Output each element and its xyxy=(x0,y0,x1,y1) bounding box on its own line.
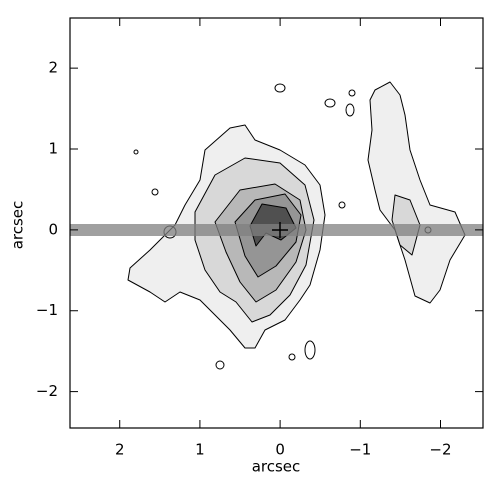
contour xyxy=(338,201,346,209)
contour xyxy=(324,98,336,108)
contour xyxy=(215,360,225,370)
y-tick-label: 2 xyxy=(48,59,58,77)
x-tick-label: 0 xyxy=(275,441,285,459)
contour xyxy=(367,81,466,304)
center-cross xyxy=(272,222,288,238)
contour xyxy=(274,83,286,93)
y-axis-label: arcsec xyxy=(9,201,27,250)
contour xyxy=(288,353,296,361)
contour-map xyxy=(70,81,483,370)
x-axis-label: arcsec xyxy=(252,458,301,476)
contour xyxy=(151,188,159,196)
y-tick-label: −1 xyxy=(36,301,58,319)
contour xyxy=(304,340,316,360)
y-tick-label: −2 xyxy=(36,382,58,400)
y-tick-label: 1 xyxy=(48,140,58,158)
x-tick-label: −2 xyxy=(429,441,451,459)
x-tick-label: 2 xyxy=(115,441,125,459)
plot-frame xyxy=(69,17,484,429)
x-tick-label: −1 xyxy=(349,441,371,459)
contour xyxy=(133,149,139,155)
y-tick-label: 0 xyxy=(48,220,58,238)
x-tick-label: 1 xyxy=(195,441,205,459)
contour xyxy=(348,89,356,97)
contour xyxy=(345,103,355,117)
